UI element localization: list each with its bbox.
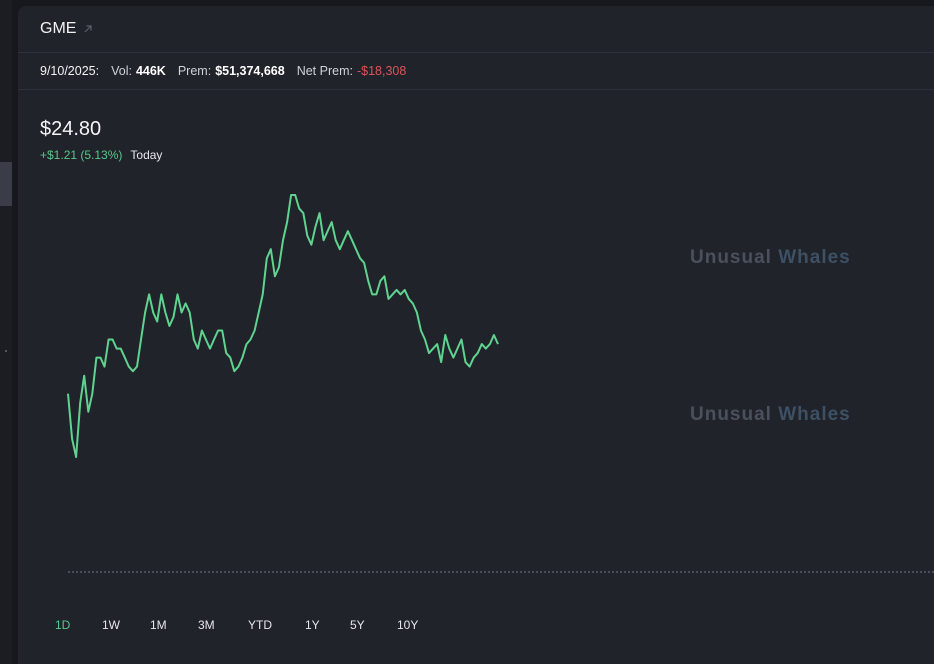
premium-label: Prem: <box>177 64 212 78</box>
range-button-3m[interactable]: 3M <box>198 618 215 632</box>
range-button-1m[interactable]: 1M <box>150 618 167 632</box>
net-premium-value: -$18,308 <box>356 64 407 78</box>
watermark-word2: Whales <box>778 404 851 425</box>
price-series-line <box>67 194 499 458</box>
range-button-1y[interactable]: 1Y <box>305 618 320 632</box>
range-button-5y[interactable]: 5Y <box>350 618 365 632</box>
net-premium-label: Net Prem: <box>296 64 353 78</box>
price-change: +$1.21 (5.13%) <box>40 148 123 162</box>
watermark-bottom: Unusual Whales <box>690 404 851 426</box>
premium-value: $51,374,668 <box>215 64 285 78</box>
stats-date: 9/10/2025: <box>40 64 100 78</box>
panel-header: GME <box>18 6 934 53</box>
sidebar-active-item[interactable] <box>0 162 12 206</box>
price-chart[interactable] <box>58 186 518 466</box>
price-change-row: +$1.21 (5.13%) Today <box>40 148 162 162</box>
watermark-top: Unusual Whales <box>690 247 851 269</box>
ticker-panel: GME 9/10/2025: Vol: 446K Prem: $51,374,6… <box>18 6 934 664</box>
stats-bar: 9/10/2025: Vol: 446K Prem: $51,374,668 N… <box>18 53 934 90</box>
watermark-word1: Unusual <box>690 247 772 268</box>
ticker-link[interactable]: GME <box>40 20 94 38</box>
range-button-ytd[interactable]: YTD <box>248 618 272 632</box>
change-period: Today <box>130 148 163 162</box>
arrow-up-right-icon[interactable] <box>82 23 94 35</box>
volume-value: 446K <box>135 64 166 78</box>
time-range-selector: 1D 1W 1M 3M YTD 1Y 5Y 10Y <box>18 618 618 638</box>
volume-label: Vol: <box>111 64 132 78</box>
watermark-word1: Unusual <box>690 404 772 425</box>
chart-baseline <box>68 571 934 573</box>
range-button-1w[interactable]: 1W <box>102 618 120 632</box>
sidebar-dot <box>5 350 7 352</box>
watermark-word2: Whales <box>778 247 851 268</box>
range-button-1d[interactable]: 1D <box>55 618 71 632</box>
app-sidebar-strip <box>0 0 12 664</box>
ticker-symbol[interactable]: GME <box>40 20 77 37</box>
current-price: $24.80 <box>40 118 102 140</box>
range-button-10y[interactable]: 10Y <box>397 618 419 632</box>
